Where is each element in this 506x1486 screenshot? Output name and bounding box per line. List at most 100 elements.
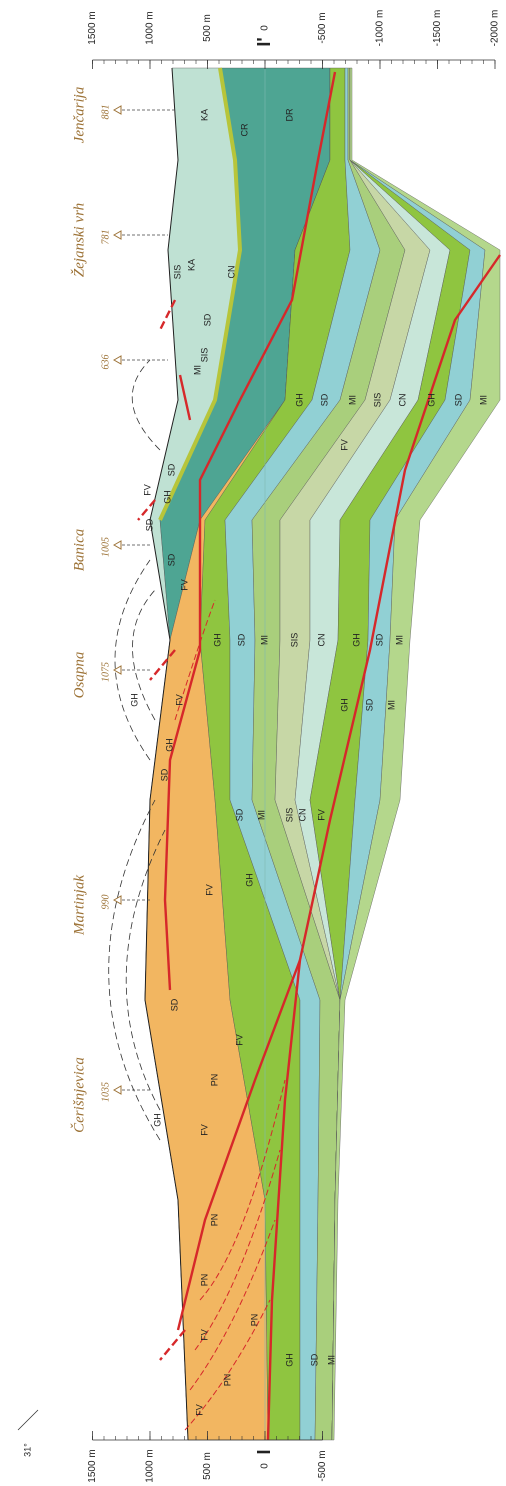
unit-label: GH — [351, 633, 361, 647]
unit-label: FV — [234, 1034, 244, 1046]
unit-label: PN — [199, 1274, 209, 1287]
unit-label: SIS — [372, 393, 382, 408]
unit-label: CN — [397, 394, 407, 407]
scale-label: -1000 m — [375, 10, 386, 47]
unit-label: FV — [199, 1124, 209, 1136]
unit-label: SD — [236, 633, 246, 646]
peak-elevation: 1075 — [100, 662, 111, 682]
unit-label: GH — [244, 873, 254, 887]
unit-labels: FV PN FV PN PN PN GH SD MI FV GH PN FV SD FV GH SD MI SIS C… — [129, 108, 488, 1416]
unit-label: SIS — [289, 633, 299, 648]
unit-label: SIS — [172, 265, 182, 280]
unit-label: GH — [129, 693, 139, 707]
unit-label: KA — [199, 109, 209, 121]
scale-label: -1500 m — [432, 10, 443, 47]
scale-label: 1500 m — [87, 11, 98, 44]
unit-label: CN — [297, 809, 307, 822]
unit-label: MI — [326, 1355, 336, 1365]
unit-label: SD — [144, 518, 154, 531]
peak-marker — [112, 665, 122, 675]
unit-label: CR — [239, 123, 249, 136]
unit-label: FV — [179, 579, 189, 591]
scale-label: -500 m — [317, 1450, 328, 1481]
scale-label: 0 — [260, 25, 271, 31]
unit-label: FV — [316, 809, 326, 821]
unit-label: FV — [174, 694, 184, 706]
peak-name: Jenčarija — [71, 87, 87, 144]
peak-name: Banica — [71, 529, 87, 572]
layer — [331, 67, 501, 1441]
unit-label: PN — [249, 1314, 259, 1327]
peak-marker — [112, 895, 122, 905]
unit-label: SD — [453, 393, 463, 406]
cr-band — [158, 67, 243, 521]
minor-faults — [174, 599, 286, 1431]
peak-name: Žejanski vrh — [70, 203, 87, 277]
peaks: 1035 Čerišnjevica 990 Martinjak 1075 Osapna 10… — [70, 87, 176, 1133]
peak-name: Martinjak — [71, 875, 87, 936]
scale-label: -500 m — [317, 12, 328, 43]
unit-label: FV — [142, 484, 152, 496]
unit-label: GH — [284, 1353, 294, 1367]
peak-elevation: 1005 — [100, 537, 111, 557]
section-end: I' — [254, 37, 274, 46]
unit-label: CN — [226, 266, 236, 279]
scales: 1500 m 1000 m 500 m 0 -500 m -1000 m -1500 m -2… — [87, 10, 501, 1483]
unit-label: KA — [186, 259, 196, 271]
unit-label: MI — [347, 395, 357, 405]
unit-label: GH — [294, 393, 304, 407]
unit-label: FV — [339, 439, 349, 451]
unit-label: DR — [284, 108, 294, 121]
unit-label: GH — [164, 738, 174, 752]
peak-elevation: 881 — [100, 105, 111, 120]
unit-label: MI — [256, 810, 266, 820]
eroded-folds — [108, 359, 166, 1141]
unit-label: PN — [222, 1374, 232, 1387]
scale-label: 1000 m — [145, 11, 156, 44]
peak-name: Osapna — [71, 652, 87, 699]
unit-label: FV — [199, 1329, 209, 1341]
unit-label: GH — [426, 393, 436, 407]
scale-label: 1000 m — [145, 1449, 156, 1482]
scale-label: 1500 m — [87, 1449, 98, 1482]
scale-label: 500 m — [202, 1452, 213, 1480]
peak-marker — [112, 355, 122, 365]
section-start: I — [254, 1449, 274, 1454]
dip-mark — [17, 1409, 39, 1431]
unit-label: SD — [309, 1353, 319, 1366]
unit-label: SD — [234, 808, 244, 821]
peak-marker — [112, 105, 122, 115]
unit-label: SD — [159, 768, 169, 781]
scale-label: 0 — [260, 1463, 271, 1469]
peak-elevation: 781 — [100, 230, 111, 245]
topography — [144, 67, 189, 1441]
unit-label: PN — [209, 1214, 219, 1227]
unit-label: MI — [478, 395, 488, 405]
peak-elevation: 636 — [100, 355, 111, 370]
peak-marker — [112, 540, 122, 550]
peak-name: Čerišnjevica — [70, 1057, 87, 1133]
unit-label: SD — [166, 553, 176, 566]
unit-label: MI — [394, 635, 404, 645]
unit-label: GH — [152, 1113, 162, 1127]
unit-label: SD — [166, 463, 176, 476]
unit-label: FV — [194, 1404, 204, 1416]
unit-label: CN — [316, 634, 326, 647]
unit-label: FV — [204, 884, 214, 896]
unit-label: SD — [202, 313, 212, 326]
unit-label: MI — [259, 635, 269, 645]
unit-label: SIS — [199, 348, 209, 363]
unit-label: GH — [339, 698, 349, 712]
unit-label: SD — [169, 998, 179, 1011]
unit-label: PN — [209, 1074, 219, 1087]
peak-elevation: 1035 — [100, 1082, 111, 1102]
unit-label: MI — [192, 365, 202, 375]
unit-label: GH — [212, 633, 222, 647]
faults — [137, 71, 501, 1441]
peak-marker — [112, 230, 122, 240]
unit-label: SD — [374, 633, 384, 646]
peak-elevation: 990 — [100, 895, 111, 910]
scale-label: 500 m — [202, 14, 213, 42]
unit-label: MI — [386, 700, 396, 710]
